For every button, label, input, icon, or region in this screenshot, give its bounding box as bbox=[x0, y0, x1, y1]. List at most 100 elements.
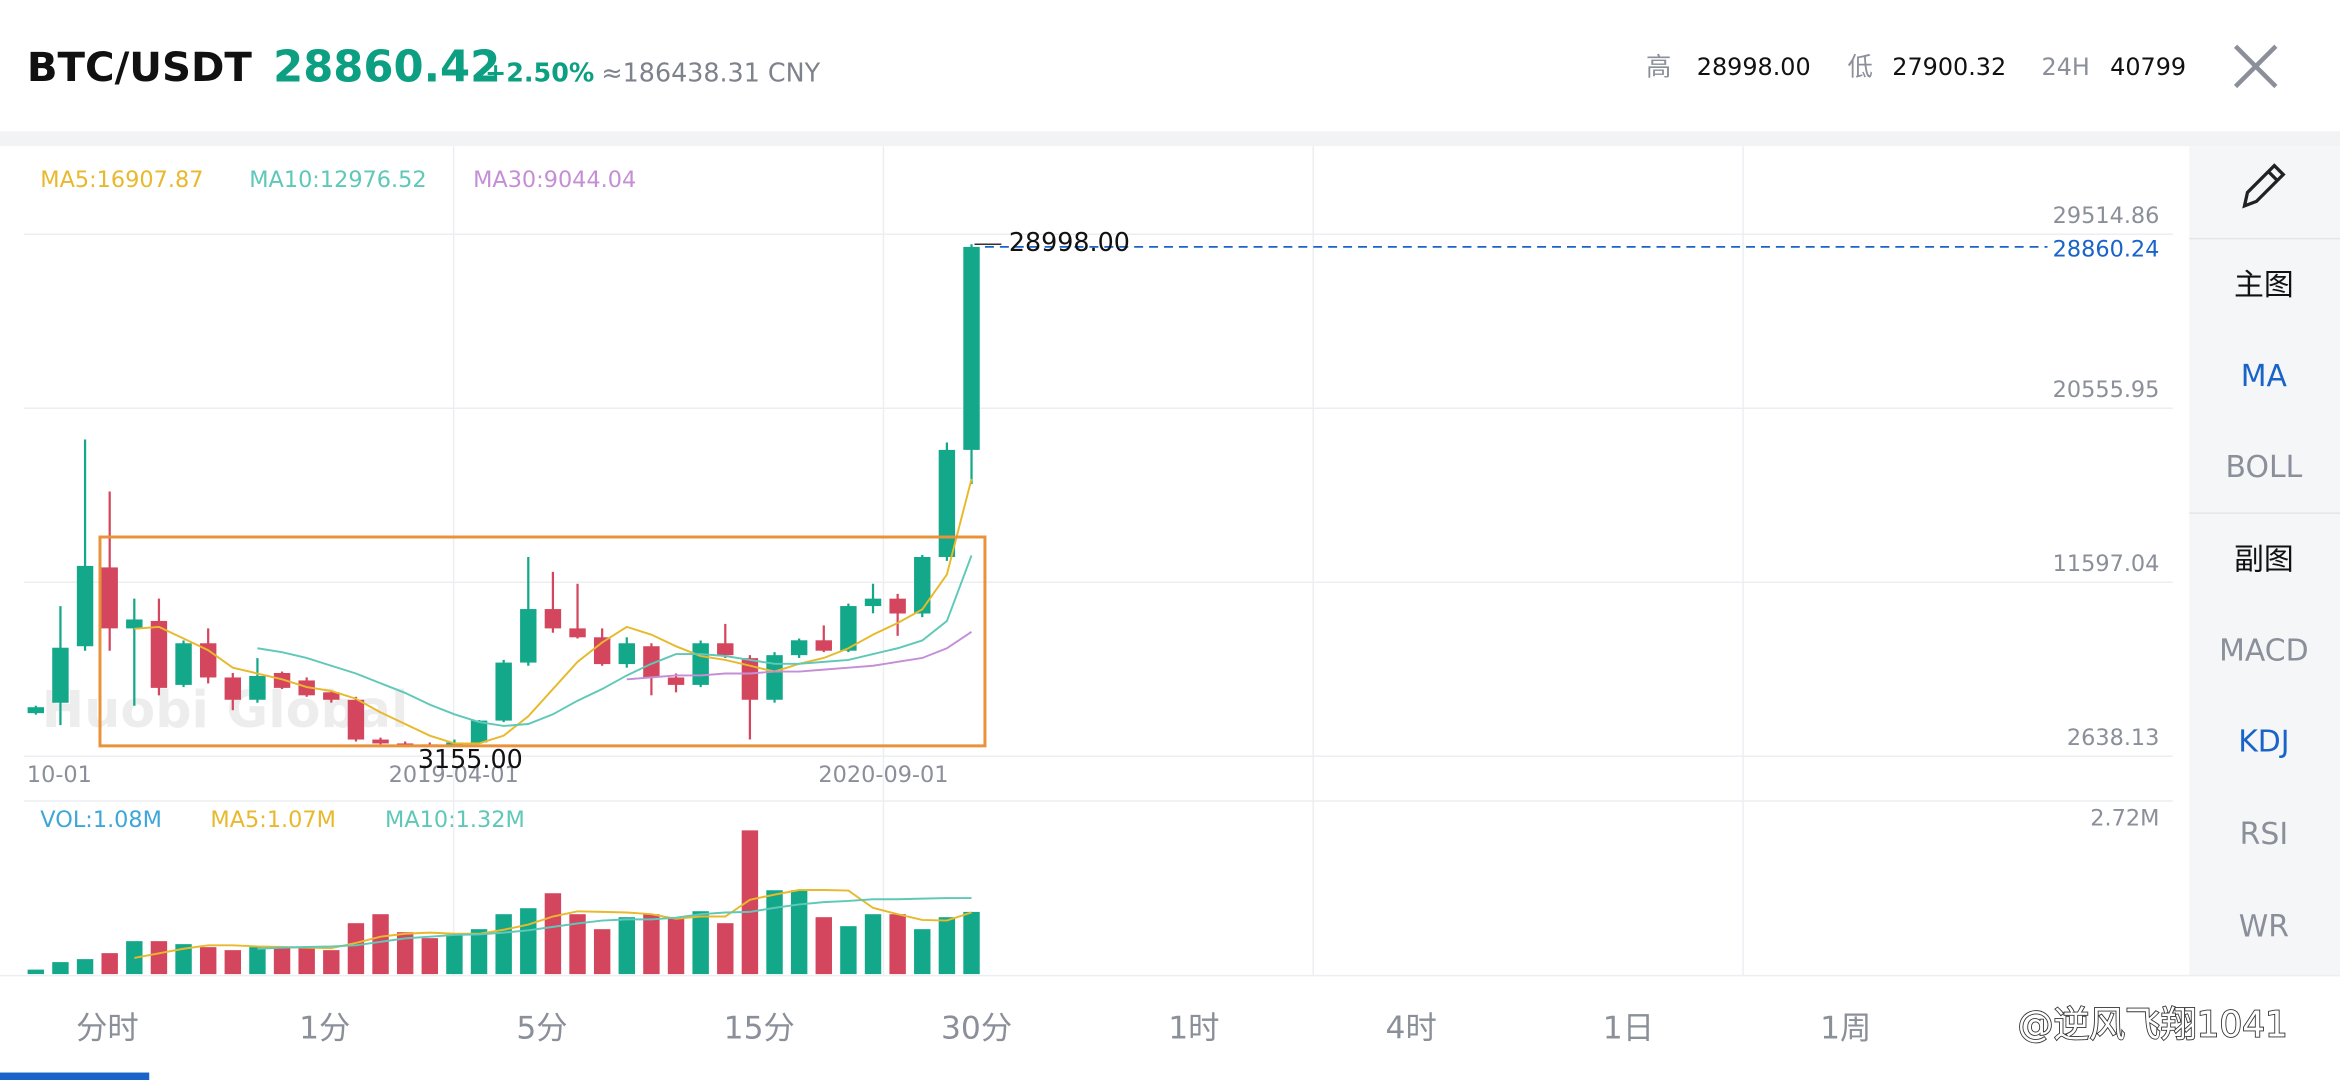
x-tick-label: 10-01 bbox=[27, 762, 92, 788]
pair: BTC/USDT bbox=[27, 45, 253, 91]
volume-bar bbox=[470, 929, 488, 975]
menu-item[interactable]: BOLL bbox=[2226, 450, 2303, 485]
candle-body bbox=[372, 739, 389, 744]
plot: 2638.13 11597.04 20555.95 29514.86 10-01 2019… bbox=[23, 167, 2173, 975]
candle-body bbox=[323, 692, 340, 700]
cny: ≈186438.31 CNY bbox=[601, 58, 820, 88]
volume-bar bbox=[396, 932, 414, 975]
side-panel bbox=[2189, 146, 2340, 976]
ma-line bbox=[257, 897, 972, 950]
candle-body bbox=[569, 628, 586, 638]
legend-entry: MA5:16907.87 bbox=[40, 167, 203, 193]
menu-item[interactable]: RSI bbox=[2240, 817, 2288, 852]
tab[interactable]: 分时 bbox=[76, 1010, 139, 1046]
grid-vertical bbox=[0, 146, 2340, 977]
volume-bar bbox=[249, 947, 266, 975]
candle-body bbox=[643, 646, 660, 678]
volume-bar bbox=[864, 914, 882, 975]
low: 27900.32 bbox=[1892, 53, 2006, 81]
tab[interactable]: 15分 bbox=[724, 1010, 795, 1046]
menu-item[interactable]: WR bbox=[2239, 909, 2289, 944]
tab[interactable]: 1分 bbox=[299, 1010, 350, 1046]
candle-body bbox=[470, 720, 488, 743]
legend-entry: MA30:9044.04 bbox=[473, 167, 636, 193]
y-tick-label: 2.72M bbox=[2090, 805, 2159, 831]
candle-body bbox=[593, 637, 611, 665]
y-tick-label: 2638.13 bbox=[2067, 725, 2160, 751]
volume-bar bbox=[741, 830, 759, 975]
price: 28860.42 bbox=[273, 43, 500, 93]
ma-line bbox=[257, 555, 973, 727]
volume-bar bbox=[815, 917, 832, 975]
candle-body bbox=[347, 699, 365, 740]
volume-bar bbox=[347, 923, 365, 975]
tab[interactable]: 30分 bbox=[941, 1010, 1012, 1046]
candle-body bbox=[273, 673, 291, 688]
tab[interactable]: 5分 bbox=[516, 1010, 567, 1046]
volume-bar bbox=[76, 959, 94, 975]
x-tick-label: 2020-09-01 bbox=[818, 762, 948, 788]
volume-bar bbox=[298, 947, 315, 975]
volume-bar bbox=[963, 911, 980, 975]
candle-body bbox=[766, 655, 783, 700]
candle-body bbox=[815, 640, 832, 651]
volume-bar bbox=[618, 917, 635, 975]
tab[interactable]: 1日 bbox=[1603, 1010, 1654, 1046]
candle-body bbox=[914, 556, 931, 614]
menu-item: 副图 bbox=[2234, 542, 2294, 577]
candle-body bbox=[27, 707, 45, 714]
volume-bar bbox=[544, 893, 562, 975]
volume-bar bbox=[421, 938, 439, 975]
menu-item[interactable]: MACD bbox=[2219, 633, 2308, 668]
vol: 40799 bbox=[2110, 53, 2186, 81]
candle-body bbox=[544, 609, 562, 629]
menu-item[interactable]: KDJ bbox=[2238, 724, 2289, 759]
tab[interactable]: 1时 bbox=[1168, 1010, 1219, 1046]
volume-bar bbox=[790, 890, 808, 975]
candle-body bbox=[199, 643, 217, 678]
volume-bar bbox=[840, 926, 857, 975]
candle-body bbox=[249, 675, 266, 700]
low-label: 低 bbox=[1848, 52, 1873, 82]
candle-body bbox=[717, 643, 734, 656]
volume-bar bbox=[199, 947, 217, 975]
y-tick-label: 11597.04 bbox=[2053, 551, 2160, 577]
volume-bar bbox=[372, 914, 389, 975]
volume-bar bbox=[446, 935, 463, 975]
legend-entry: MA5:1.07M bbox=[210, 807, 336, 833]
candle-body bbox=[840, 606, 857, 651]
volume-bar bbox=[766, 890, 783, 975]
high: 28998.00 bbox=[1697, 53, 1811, 81]
header-divider bbox=[0, 131, 2340, 147]
legend-entry: MA10:1.32M bbox=[385, 807, 525, 833]
volume-bar bbox=[593, 929, 611, 975]
pencil-icon[interactable] bbox=[2242, 163, 2286, 209]
candle-body bbox=[101, 567, 118, 629]
tab[interactable]: 4时 bbox=[1386, 1010, 1437, 1046]
watermark: @逆风飞翔1041 bbox=[2018, 1004, 2288, 1045]
legend-entry: VOL:1.08M bbox=[40, 807, 162, 833]
volume-bar bbox=[643, 914, 660, 975]
candle-body bbox=[76, 565, 94, 647]
candle-body bbox=[741, 658, 759, 700]
candle-body bbox=[126, 619, 143, 629]
annotation-box bbox=[98, 535, 987, 748]
high-label: 28998.00 bbox=[1009, 227, 1130, 257]
volume-bar bbox=[273, 947, 291, 975]
candle-body bbox=[150, 620, 168, 688]
tab-bar: 分时 1分 5分 15分 30分 1时 4时 1日 1周 bbox=[76, 1010, 1871, 1046]
volume-bar bbox=[520, 908, 537, 975]
tab[interactable]: 1周 bbox=[1820, 1010, 1871, 1046]
volume-bar bbox=[569, 914, 586, 975]
volume-bar bbox=[224, 950, 242, 975]
candle-body bbox=[864, 598, 882, 607]
y-tick-label: 20555.95 bbox=[2053, 377, 2160, 403]
volume-bar bbox=[175, 944, 192, 975]
candle-body bbox=[667, 677, 685, 685]
change: +2.50% bbox=[485, 58, 594, 88]
last-price-label: 28860.24 bbox=[2053, 236, 2160, 262]
close-button[interactable] bbox=[2233, 44, 2278, 89]
menu-item[interactable]: MA bbox=[2241, 359, 2288, 394]
